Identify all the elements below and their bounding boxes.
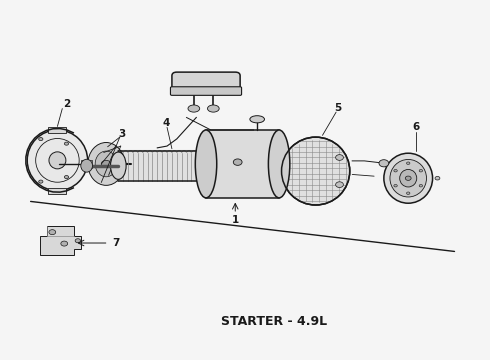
Circle shape xyxy=(379,160,389,167)
Text: 6: 6 xyxy=(412,122,419,132)
Circle shape xyxy=(407,192,410,194)
Ellipse shape xyxy=(250,116,265,123)
Polygon shape xyxy=(40,226,81,255)
Circle shape xyxy=(39,180,43,183)
Circle shape xyxy=(394,184,397,187)
Text: 7: 7 xyxy=(112,238,120,248)
Text: 5: 5 xyxy=(334,103,342,113)
Ellipse shape xyxy=(88,143,124,185)
FancyBboxPatch shape xyxy=(171,87,242,95)
Circle shape xyxy=(405,176,411,180)
Circle shape xyxy=(394,170,397,172)
Circle shape xyxy=(64,176,69,179)
Text: 4: 4 xyxy=(162,118,170,128)
FancyBboxPatch shape xyxy=(206,130,279,198)
Ellipse shape xyxy=(95,151,117,177)
Ellipse shape xyxy=(269,130,290,198)
Text: 1: 1 xyxy=(232,215,239,225)
Ellipse shape xyxy=(384,153,433,203)
Ellipse shape xyxy=(400,170,417,187)
Text: STARTER - 4.9L: STARTER - 4.9L xyxy=(221,315,327,328)
Ellipse shape xyxy=(188,105,200,112)
Text: 2: 2 xyxy=(64,99,71,109)
Circle shape xyxy=(64,142,69,145)
Ellipse shape xyxy=(197,150,215,181)
Ellipse shape xyxy=(81,159,93,172)
Polygon shape xyxy=(81,159,93,168)
Circle shape xyxy=(407,162,410,165)
Text: 3: 3 xyxy=(119,129,126,139)
Circle shape xyxy=(336,182,343,188)
Ellipse shape xyxy=(282,137,350,205)
Circle shape xyxy=(75,239,81,243)
Circle shape xyxy=(435,176,440,180)
Ellipse shape xyxy=(111,152,126,179)
Ellipse shape xyxy=(49,152,66,169)
FancyBboxPatch shape xyxy=(172,72,240,94)
Ellipse shape xyxy=(27,130,88,191)
Circle shape xyxy=(419,170,422,172)
Circle shape xyxy=(419,184,422,187)
Polygon shape xyxy=(49,127,67,133)
Ellipse shape xyxy=(207,105,219,112)
Polygon shape xyxy=(49,188,67,194)
Circle shape xyxy=(49,230,56,235)
FancyBboxPatch shape xyxy=(117,150,207,181)
Circle shape xyxy=(233,159,242,165)
Ellipse shape xyxy=(196,130,217,198)
Circle shape xyxy=(39,138,43,141)
Ellipse shape xyxy=(390,159,426,197)
Circle shape xyxy=(336,155,343,160)
Circle shape xyxy=(61,241,68,246)
Circle shape xyxy=(101,160,111,167)
